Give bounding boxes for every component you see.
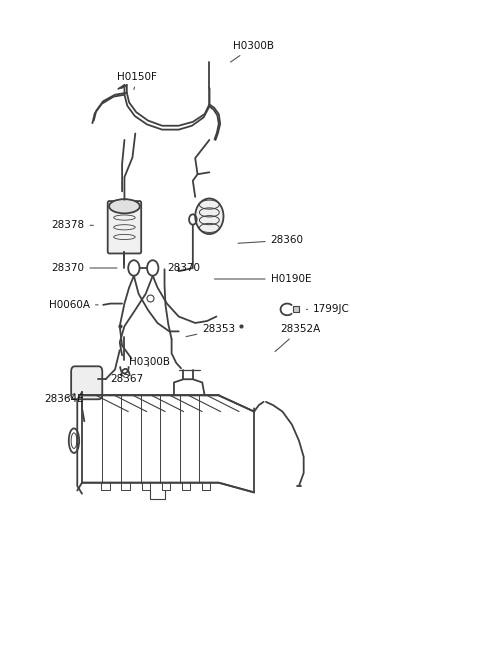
Text: 28370: 28370 <box>167 263 200 273</box>
FancyBboxPatch shape <box>71 366 102 400</box>
Text: H0190E: H0190E <box>215 274 311 284</box>
Text: 28353: 28353 <box>186 324 235 337</box>
Circle shape <box>128 260 140 276</box>
Text: H0060A: H0060A <box>49 300 98 310</box>
FancyBboxPatch shape <box>108 201 141 253</box>
Text: 28378: 28378 <box>51 220 94 231</box>
Text: H0300B: H0300B <box>230 41 274 62</box>
Text: H0150F: H0150F <box>118 71 157 90</box>
Text: 28360: 28360 <box>238 235 304 245</box>
Text: 28352A: 28352A <box>275 324 320 352</box>
Text: 28370: 28370 <box>51 263 117 273</box>
Text: 28364E: 28364E <box>44 394 84 403</box>
Text: 28367: 28367 <box>110 374 144 384</box>
Text: 1799JC: 1799JC <box>306 305 350 314</box>
Text: H0300B: H0300B <box>129 357 170 367</box>
Ellipse shape <box>109 199 140 214</box>
Circle shape <box>147 260 158 276</box>
Ellipse shape <box>195 198 224 234</box>
